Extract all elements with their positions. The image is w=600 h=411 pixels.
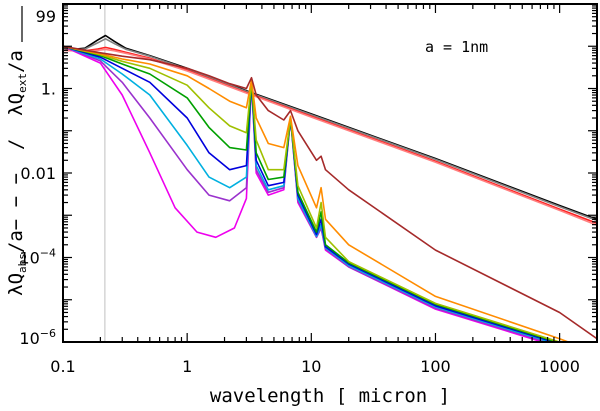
- y-tick-label: 0.01: [20, 164, 56, 183]
- series-abs-blue: [63, 45, 557, 342]
- extinction-series-group: [63, 34, 597, 226]
- plot-area: [63, 4, 597, 342]
- x-axis-title: wavelength [ micron ]: [210, 385, 450, 407]
- x-tick-label: 1000: [539, 357, 580, 376]
- y-title-dashes: − − − /: [5, 116, 27, 230]
- x-tick-label: 0.1: [50, 357, 75, 376]
- y-title-abs-sub: abs: [16, 253, 29, 273]
- series-abs-brown: [63, 45, 597, 340]
- series-abs-yellow-green: [63, 45, 563, 342]
- x-tick-label: 1: [182, 357, 192, 376]
- y-axis-title: λQabs/a− − − / λQext/a: [5, 50, 29, 296]
- y-tick-label: 10−6: [19, 327, 56, 348]
- y-title-ext-sub: ext: [16, 73, 29, 93]
- y-tick-label: 1.: [41, 80, 56, 99]
- series-abs-cyan: [63, 45, 553, 342]
- series-abs-purple: [63, 45, 549, 342]
- series-ext-gray: [63, 38, 597, 222]
- series-abs-green: [63, 45, 560, 342]
- y-title-abs-prefix: λQ: [5, 273, 27, 296]
- y-ticks: 99 1. 0.01 10−4 10−6: [19, 3, 597, 348]
- size-annotation: a = 1nm: [425, 38, 488, 56]
- x-tick-label: 100: [420, 357, 451, 376]
- absorption-series-group: [63, 45, 597, 342]
- y-tick-label: 10−4: [19, 247, 56, 268]
- y-title-ext-suffix: /a: [5, 50, 27, 73]
- y-tick-label: 99: [36, 7, 56, 26]
- y-title-abs-suffix: /a: [5, 230, 27, 253]
- series-abs-orange: [63, 45, 571, 342]
- y-title-ext-prefix: λQ: [5, 93, 27, 116]
- x-ticks: 0.1 1 10 100 1000: [50, 4, 598, 376]
- x-tick-label: 10: [301, 357, 321, 376]
